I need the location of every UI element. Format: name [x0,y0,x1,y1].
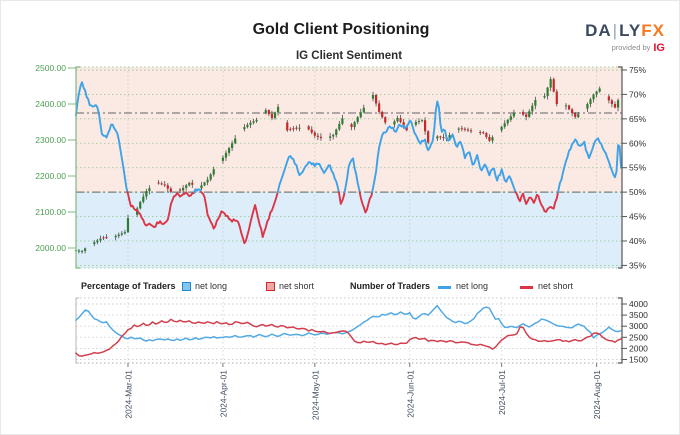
svg-text:70%: 70% [629,89,646,99]
brand-part2: LY [619,21,642,40]
provided-by-line: provided by IG [585,42,665,54]
chart-subtitle: IG Client Sentiment [295,50,403,62]
svg-text:60%: 60% [629,138,646,148]
svg-text:2024-Mar-01: 2024-Mar-01 [123,370,133,419]
svg-text:65%: 65% [629,114,646,124]
legend-net-short-square-icon [266,282,275,291]
legend-number-of-traders-label: Number of Traders [350,281,431,291]
svg-text:2024-Apr-01: 2024-Apr-01 [218,370,228,418]
svg-text:45%: 45% [629,212,646,222]
svg-text:2024-Jun-01: 2024-Jun-01 [405,370,415,418]
legend-net-short-line-icon [520,286,533,289]
legend-net-long-count-label: net long [456,281,489,291]
page-title: Gold Client Positioning [252,21,430,38]
svg-text:2000.00: 2000.00 [35,243,66,253]
svg-text:1500: 1500 [629,355,648,365]
svg-text:2500.00: 2500.00 [35,63,66,73]
svg-text:2000: 2000 [629,343,648,353]
svg-text:2500: 2500 [629,332,648,342]
legend-net-long-line-icon [438,286,451,289]
svg-text:2100.00: 2100.00 [35,207,66,217]
svg-text:35%: 35% [629,260,646,270]
svg-text:2400.00: 2400.00 [35,99,66,109]
brand-part1: DA [585,21,612,40]
svg-text:2024-Aug-01: 2024-Aug-01 [592,370,602,419]
svg-text:2300.00: 2300.00 [35,135,66,145]
svg-text:2024-Jul-01: 2024-Jul-01 [497,370,507,415]
dailyfx-wordmark: DA|LYFX [585,21,665,41]
legend-net-short-count-label: net short [538,281,574,291]
svg-text:75%: 75% [629,65,646,75]
ig-logo: IG [653,41,665,54]
svg-text:3000: 3000 [629,321,648,331]
dailyfx-logo: DA|LYFX provided by IG [585,21,665,54]
legend-net-long-square-icon [182,282,191,291]
legend-percentage-of-traders-label: Percentage of Traders [81,281,176,291]
svg-text:2200.00: 2200.00 [35,171,66,181]
svg-text:4000: 4000 [629,299,648,309]
legend-net-long-pct-label: net long [195,281,228,291]
brand-separator: | [612,21,619,40]
provided-by-label: provided by [611,42,651,52]
svg-text:50%: 50% [629,187,646,197]
svg-text:3500: 3500 [629,310,648,320]
svg-text:2024-May-01: 2024-May-01 [310,370,320,420]
brand-part3: FX [641,21,665,40]
svg-text:40%: 40% [629,236,646,246]
legend-net-short-pct-label: net short [279,281,315,291]
svg-text:55%: 55% [629,163,646,173]
